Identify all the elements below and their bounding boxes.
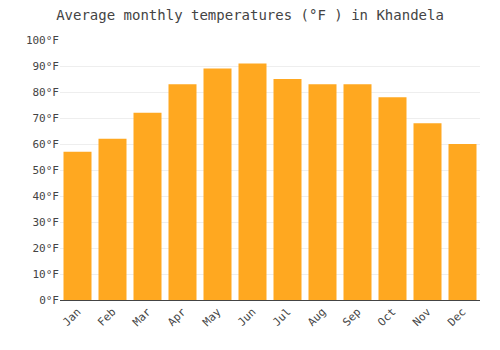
svg-text:0°F: 0°F	[39, 294, 59, 307]
svg-text:May: May	[200, 305, 224, 329]
svg-text:Mar: Mar	[130, 305, 154, 329]
svg-text:Jan: Jan	[60, 306, 83, 329]
svg-text:Sep: Sep	[340, 306, 363, 329]
svg-text:30°F: 30°F	[33, 216, 60, 229]
svg-text:Oct: Oct	[375, 306, 398, 329]
svg-text:60°F: 60°F	[33, 138, 60, 151]
svg-text:10°F: 10°F	[33, 268, 60, 281]
svg-text:40°F: 40°F	[33, 190, 60, 203]
svg-text:Average monthly temperatures (: Average monthly temperatures (°F ) in Kh…	[56, 7, 444, 23]
svg-text:100°F: 100°F	[26, 34, 59, 47]
svg-text:Aug: Aug	[305, 306, 328, 329]
svg-text:Jul: Jul	[270, 306, 293, 329]
svg-text:Dec: Dec	[445, 306, 468, 329]
svg-text:Apr: Apr	[165, 305, 189, 329]
svg-text:90°F: 90°F	[33, 60, 60, 73]
svg-text:20°F: 20°F	[33, 242, 60, 255]
svg-text:50°F: 50°F	[33, 164, 60, 177]
svg-text:70°F: 70°F	[33, 112, 60, 125]
svg-text:Jun: Jun	[235, 306, 258, 329]
svg-text:Nov: Nov	[410, 305, 434, 329]
svg-text:80°F: 80°F	[33, 86, 60, 99]
svg-text:Feb: Feb	[95, 306, 118, 329]
